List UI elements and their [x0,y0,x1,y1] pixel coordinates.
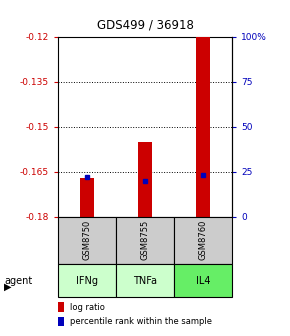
Text: GSM8755: GSM8755 [140,220,150,260]
Bar [116,217,174,264]
Text: IL4: IL4 [196,276,210,286]
Text: TNFa: TNFa [133,276,157,286]
Bar [80,178,94,217]
Bar [196,37,210,217]
Text: agent: agent [4,276,32,286]
Bar [58,217,116,264]
Text: percentile rank within the sample: percentile rank within the sample [70,317,212,326]
Bar [174,217,232,264]
Bar [138,142,152,217]
Text: GSM8760: GSM8760 [198,220,208,260]
Bar [174,264,232,297]
Text: ▶: ▶ [4,281,12,291]
Text: log ratio: log ratio [70,303,105,311]
Text: IFNg: IFNg [76,276,98,286]
Bar [116,264,174,297]
Bar [58,264,116,297]
Text: GDS499 / 36918: GDS499 / 36918 [97,18,193,32]
Text: GSM8750: GSM8750 [82,220,92,260]
